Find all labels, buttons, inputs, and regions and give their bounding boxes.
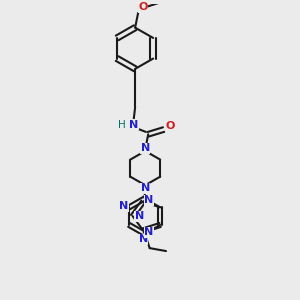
Text: N: N — [141, 143, 150, 153]
Text: N: N — [129, 120, 138, 130]
Text: O: O — [166, 121, 175, 131]
Text: H: H — [118, 120, 125, 130]
Text: N: N — [119, 201, 128, 211]
Text: N: N — [141, 183, 150, 193]
Text: N: N — [135, 211, 144, 221]
Text: N: N — [145, 227, 154, 237]
Text: N: N — [145, 195, 154, 205]
Text: N: N — [139, 234, 148, 244]
Text: O: O — [138, 2, 148, 12]
